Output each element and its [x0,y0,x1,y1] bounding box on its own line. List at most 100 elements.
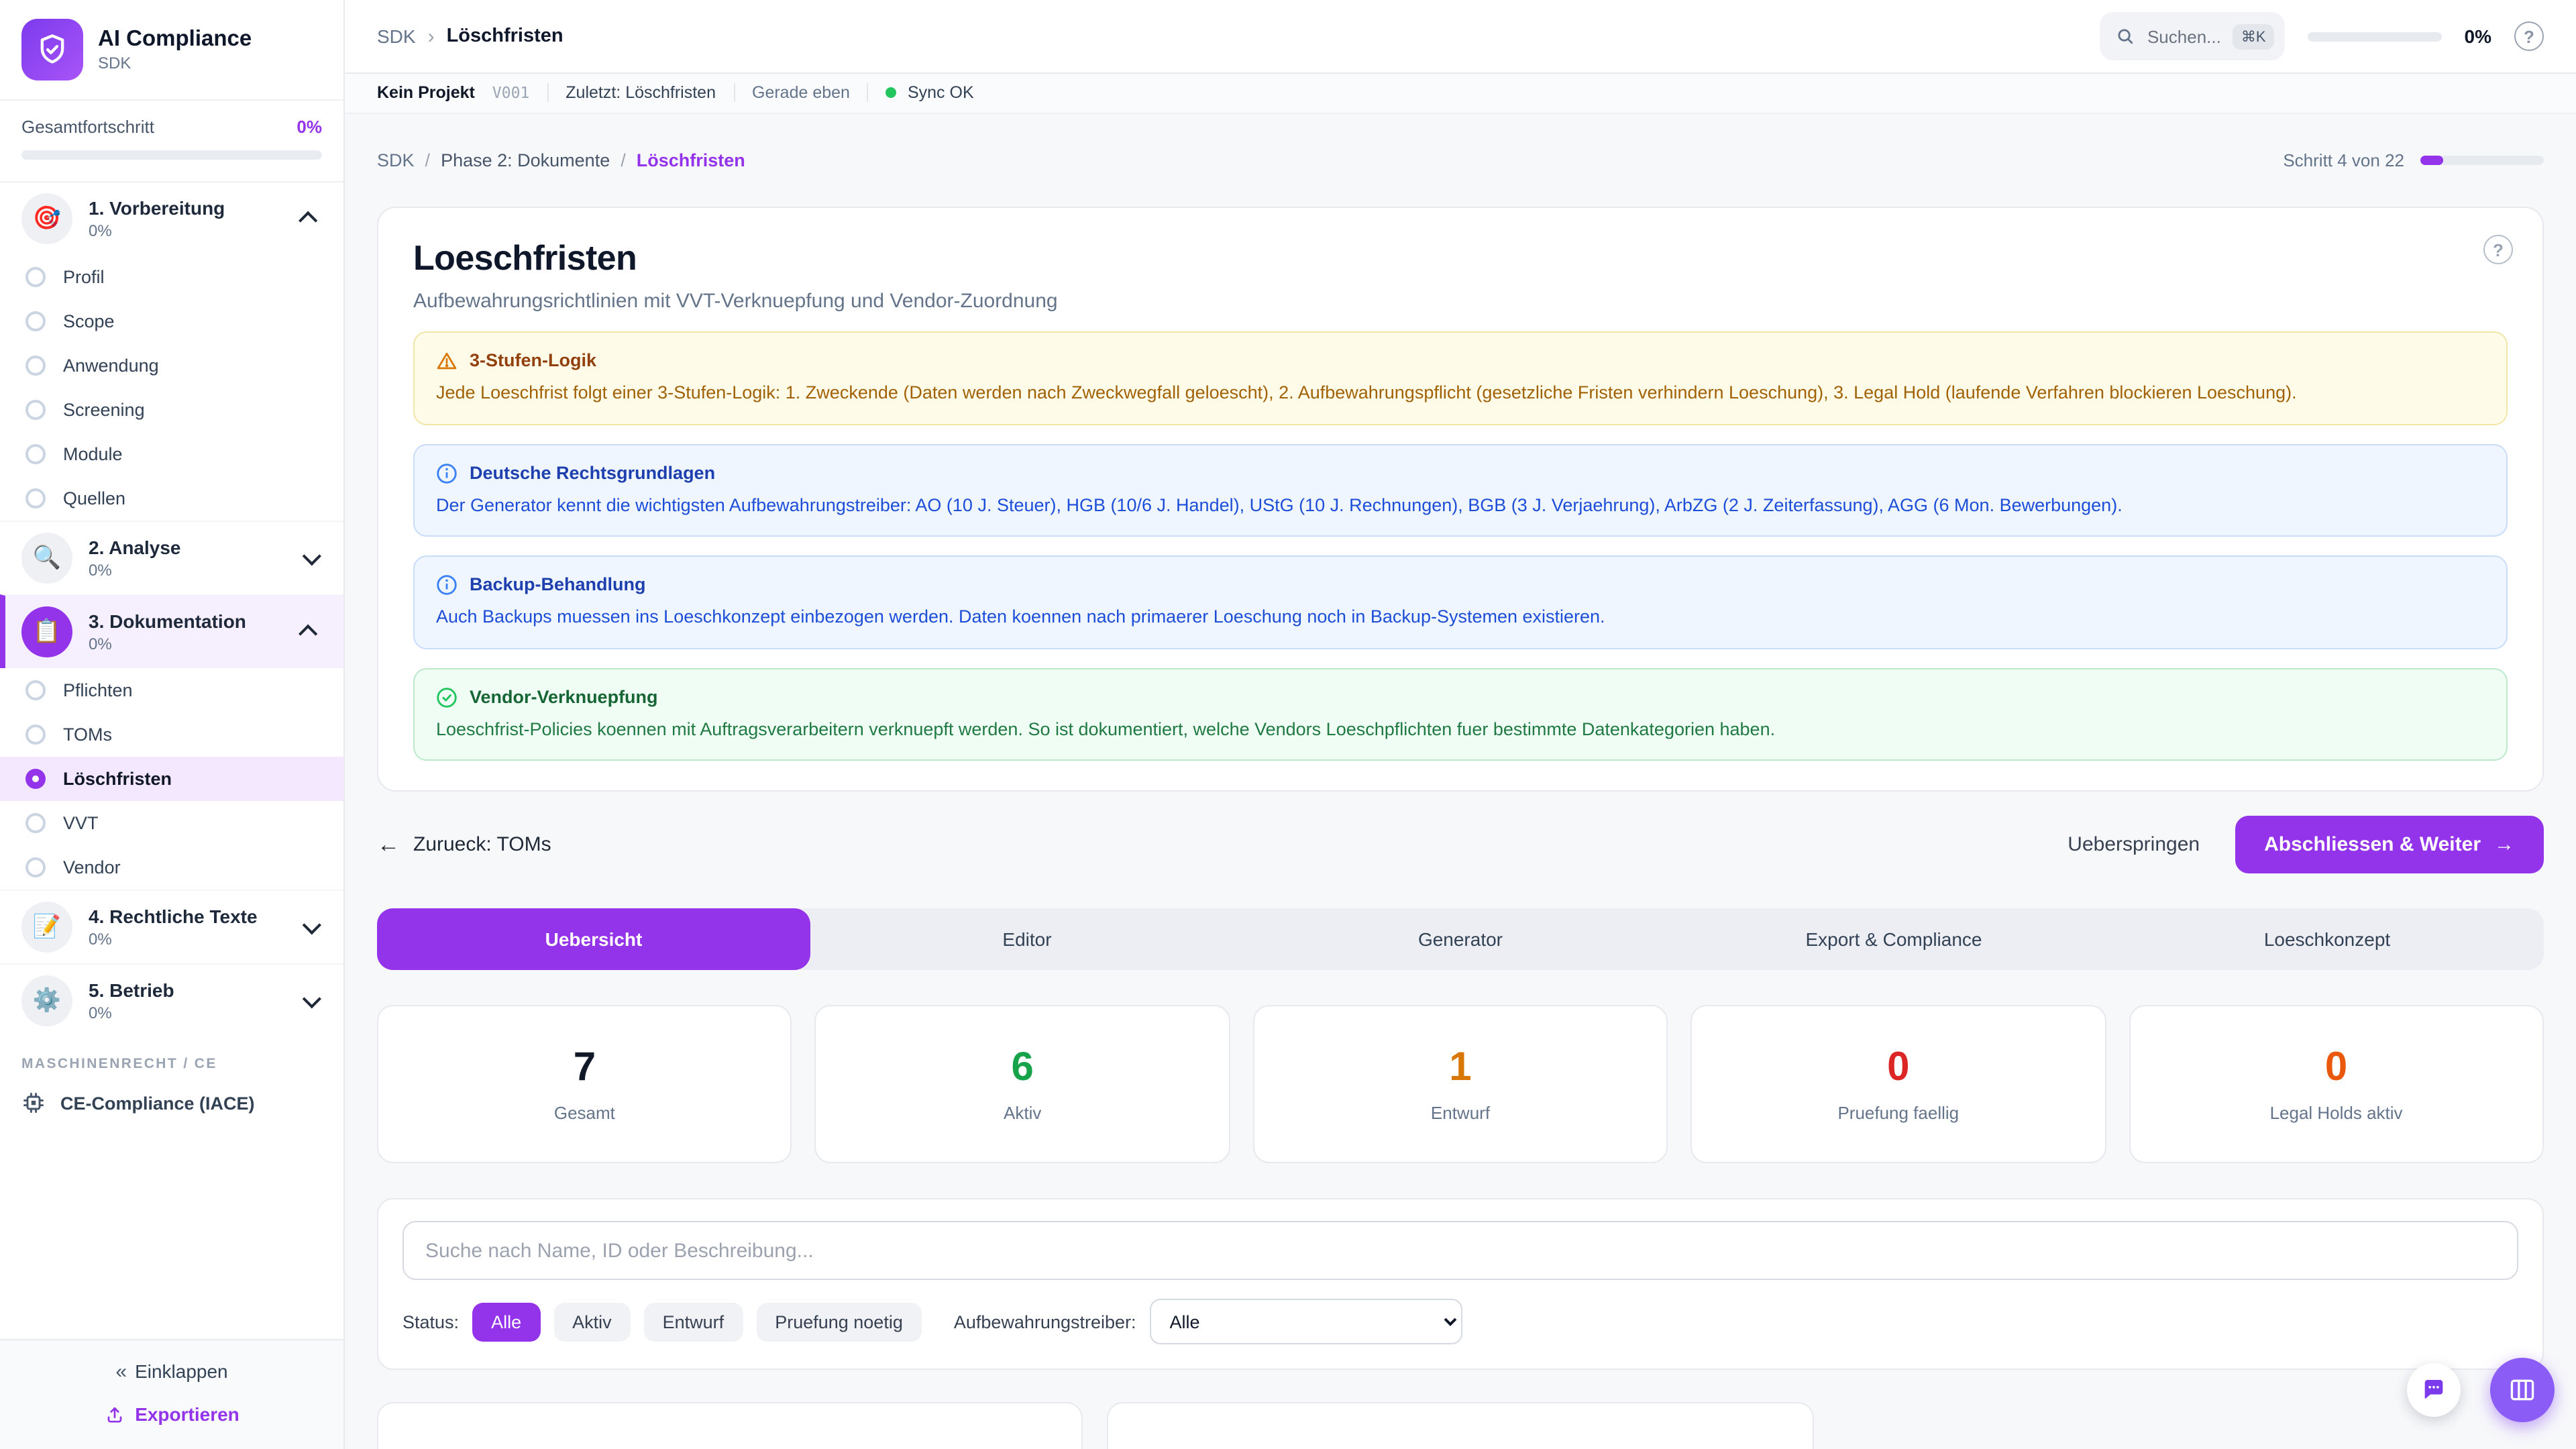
policy-card-partial[interactable] [1107,1402,1814,1449]
sidebar-item-vvt[interactable]: VVT [0,801,343,845]
crumb-current: Löschfristen [636,150,745,170]
divider [867,83,869,103]
header-progress-track [2307,32,2442,42]
chevron-down-icon [302,547,321,566]
crumb-sdk[interactable]: SDK [377,150,415,170]
note-deutsche-rechtsgrundlagen: Deutsche Rechtsgrundlagen Der Generator … [413,443,2508,537]
radio-icon [25,724,46,745]
finish-next-button[interactable]: Abschliessen & Weiter → [2235,816,2544,873]
crumb-phase[interactable]: Phase 2: Dokumente [441,150,610,170]
status-filter-label: Status: [402,1311,460,1332]
warning-icon [437,353,457,370]
note-vendor-verknuepfung: Vendor-Verknuepfung Loeschfrist-Policies… [413,667,2508,761]
status-filter-pruefung-noetig[interactable]: Pruefung noetig [756,1302,922,1341]
back-button[interactable]: ← Zurueck: TOMs [377,831,551,857]
topbar: SDK › Löschfristen Suchen... ⌘K 0% ? [345,0,2576,74]
memo-icon: 📝 [21,902,72,953]
sidebar-item-screening[interactable]: Screening [0,388,343,432]
app-header: AI Compliance SDK [0,0,343,99]
sidebar-item-toms[interactable]: TOMs [0,712,343,757]
note-3-stufen-logik: 3-Stufen-Logik Jede Loeschfrist folgt ei… [413,331,2508,425]
sidebar-item-loeschfristen[interactable]: Löschfristen [0,757,343,801]
tab-editor[interactable]: Editor [1002,928,1052,950]
radio-icon [25,311,46,331]
breadcrumb-root[interactable]: SDK [377,25,416,48]
stat-legal-holds: 0 Legal Holds aktiv [2129,1005,2544,1163]
policy-search-input[interactable] [402,1221,2518,1280]
board-view-fab-button[interactable] [2490,1358,2555,1422]
radio-icon [25,400,46,420]
collapse-icon: « [115,1360,127,1383]
sidebar-item-anwendung[interactable]: Anwendung [0,343,343,388]
overall-progress-value: 0% [297,117,322,137]
app-subtitle: SDK [98,54,131,73]
sidebar-item-profil[interactable]: Profil [0,255,343,299]
sidebar-item-vendor[interactable]: Vendor [0,845,343,890]
stat-pruefung-faellig: 0 Pruefung faellig [1690,1005,2106,1163]
sidebar-group-label: MASCHINENRECHT / CE [21,1056,217,1072]
status-filter-alle[interactable]: Alle [472,1302,541,1341]
sidebar-nav: 🎯 1. Vorbereitung 0% Profil Scope Anwendu… [0,182,343,1339]
chat-fab-button[interactable] [2407,1363,2461,1417]
stat-aktiv: 6 Aktiv [814,1005,1230,1163]
tab-generator[interactable]: Generator [1417,928,1503,950]
crumb-separator: / [621,150,626,170]
driver-filter-label: Aufbewahrungstreiber: [953,1311,1136,1332]
sidebar-section-betrieb[interactable]: ⚙️ 5. Betrieb 0% [0,963,343,1037]
info-icon [437,463,457,483]
tab-loeschkonzept[interactable]: Loeschkonzept [2263,928,2391,950]
skip-button[interactable]: Ueberspringen [2068,833,2200,856]
version-badge: V001 [492,83,530,103]
driver-filter-select[interactable]: Alle [1149,1299,1462,1344]
last-saved-time: Gerade eben [752,83,850,103]
section-items: Pflichten TOMs Löschfristen VVT Vendor [0,668,343,890]
tab-export-compliance[interactable]: Export & Compliance [1805,928,1982,950]
target-icon: 🎯 [21,193,72,244]
breadcrumb-current: Löschfristen [446,25,564,48]
step-progress-fill [2420,155,2443,165]
status-filter-entwurf[interactable]: Entwurf [643,1302,743,1341]
policy-card-partial[interactable] [377,1402,1083,1449]
note-backup-behandlung: Backup-Behandlung Auch Backups muessen i… [413,555,2508,649]
cpu-icon [23,1093,44,1113]
radio-icon [25,444,46,464]
sidebar-item-ce-compliance[interactable]: CE-Compliance (IACE) [0,1079,343,1127]
global-search[interactable]: Suchen... ⌘K [2100,12,2285,61]
export-button[interactable]: Exportieren [0,1403,343,1425]
card-help-icon[interactable]: ? [2483,235,2513,264]
sidebar-item-module[interactable]: Module [0,432,343,476]
main-area: SDK › Löschfristen Suchen... ⌘K 0% ? Kei… [345,0,2576,1449]
collapse-sidebar-button[interactable]: «Einklappen [115,1360,228,1383]
chat-bubble-icon [2424,1380,2443,1399]
app-title: AI Compliance [98,26,252,51]
note-body: Der Generator kennt die wichtigsten Aufb… [436,494,2123,515]
sync-status-label: Sync OK [907,83,974,103]
help-icon[interactable]: ? [2514,21,2544,52]
tab-uebersicht[interactable]: Uebersicht [377,908,810,970]
stats-row: 7 Gesamt 6 Aktiv 1 Entwurf 0 Pruefung faelli… [377,1005,2544,1163]
tab-bar: Uebersicht Editor Generator Export & Com… [377,908,2544,970]
sidebar-section-rechtliche-texte[interactable]: 📝 4. Rechtliche Texte 0% [0,890,343,963]
sidebar-item-scope[interactable]: Scope [0,299,343,343]
chevron-right-icon: › [427,25,435,48]
status-filter-aktiv[interactable]: Aktiv [553,1302,631,1341]
sidebar-section-dokumentation[interactable]: 📋 3. Dokumentation 0% [0,594,343,668]
project-name: Kein Projekt [377,83,475,103]
step-progress-track [2420,155,2544,165]
magnifier-icon: 🔍 [21,533,72,584]
overall-progress-label: Gesamtfortschritt [21,117,154,137]
step-label: Schritt 4 von 22 [2283,150,2404,170]
sidebar-footer: «Einklappen Exportieren [0,1339,343,1449]
search-placeholder: Suchen... [2147,26,2221,47]
sidebar-section-vorbereitung[interactable]: 🎯 1. Vorbereitung 0% [0,182,343,255]
note-body: Auch Backups muessen ins Loeschkonzept e… [436,606,1605,627]
sidebar-item-quellen[interactable]: Quellen [0,476,343,521]
sidebar-section-analyse[interactable]: 🔍 2. Analyse 0% [0,521,343,594]
sidebar-item-pflichten[interactable]: Pflichten [0,668,343,712]
check-circle-icon [437,687,457,707]
sync-status-dot [885,87,897,99]
chevron-down-icon [302,989,321,1009]
keyboard-shortcut-badge: ⌘K [2233,23,2274,50]
policy-card-grid [377,1402,2544,1449]
